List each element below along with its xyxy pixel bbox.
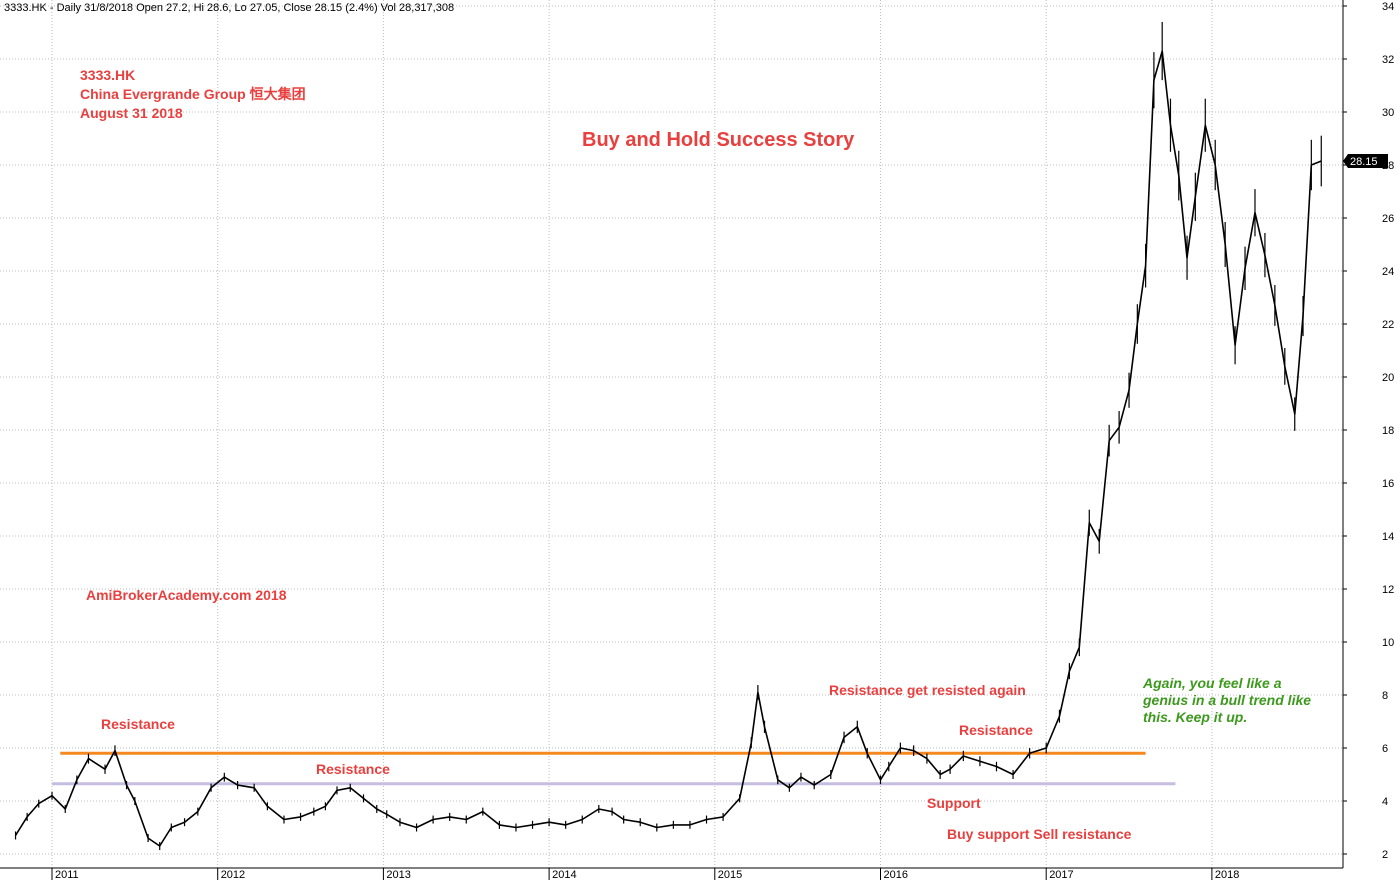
date-tick-label: 2014: [552, 869, 576, 881]
chart-title: Buy and Hold Success Story: [582, 129, 855, 151]
company-name-label: China Evergrande Group 恒大集团: [80, 86, 306, 102]
watermark-text: AmiBrokerAcademy.com 2018: [86, 587, 287, 603]
date-tick-label: 2012: [221, 869, 245, 881]
annotation-resistance-2012: Resistance: [316, 761, 390, 777]
date-tick-label: 2011: [55, 869, 79, 881]
price-tick-label: 2: [1382, 849, 1388, 861]
grid: [0, 0, 1343, 868]
annotation-resistance-again: Resistance get resisted again: [829, 682, 1026, 698]
price-tick-label: 12: [1382, 584, 1394, 596]
price-tick-label: 10: [1382, 637, 1394, 649]
price-tick-label: 6: [1382, 743, 1388, 755]
chart-header: 3333.HK - Daily 31/8/2018 Open 27.2, Hi …: [4, 2, 454, 14]
date-tick-label: 2015: [718, 869, 742, 881]
date-tick-label: 2016: [884, 869, 908, 881]
annotation-support: Support: [927, 795, 981, 811]
last-price-tag: 28.15: [1343, 154, 1388, 169]
annotation-resistance-2016: Resistance: [959, 722, 1033, 738]
date-axis: 2011 2012 2013 2014 2015 2016 2017 2018: [51, 868, 1239, 881]
price-line: [14, 50, 1322, 847]
price-tick-label: 18: [1382, 425, 1394, 437]
price-tick-label: 26: [1382, 213, 1394, 225]
price-tick-label: 4: [1382, 796, 1388, 808]
annotation-buy-support: Buy support Sell resistance: [947, 826, 1132, 842]
date-tick-label: 2017: [1049, 869, 1073, 881]
price-tick-label: 34: [1382, 1, 1394, 13]
note-line-1: Again, you feel like a: [1142, 675, 1282, 691]
ticker-label: 3333.HK: [80, 67, 135, 83]
support-resistance-lines: [52, 751, 1176, 786]
date-tick-label: 2018: [1215, 869, 1239, 881]
price-tick-label: 32: [1382, 54, 1394, 66]
note-line-3: this. Keep it up.: [1143, 709, 1247, 725]
price-series: [14, 21, 1322, 851]
price-tick-label: 8: [1382, 690, 1388, 702]
price-tick-label: 22: [1382, 319, 1394, 331]
price-tick-label: 24: [1382, 266, 1394, 278]
note-line-2: genius in a bull trend like: [1142, 692, 1311, 708]
date-label: August 31 2018: [80, 105, 183, 121]
price-tick-label: 20: [1382, 372, 1394, 384]
price-tick-label: 14: [1382, 531, 1394, 543]
price-tick-label: 30: [1382, 107, 1394, 119]
price-tick-label: 16: [1382, 478, 1394, 490]
date-tick-label: 2013: [386, 869, 410, 881]
annotation-resistance-2011: Resistance: [101, 716, 175, 732]
last-price-tag-text: 28.15: [1350, 156, 1378, 168]
last-price-tag-shape: [1343, 154, 1388, 169]
